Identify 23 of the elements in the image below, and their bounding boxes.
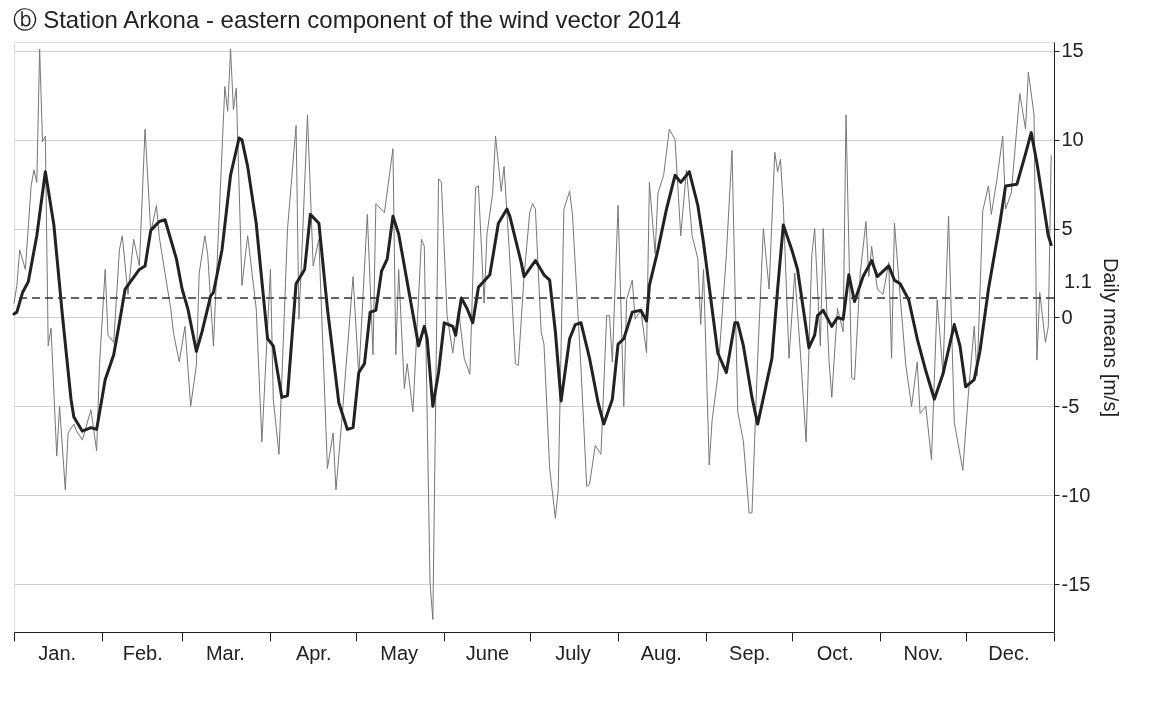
x-tick-label: Feb. xyxy=(122,641,163,664)
x-tick-label: June xyxy=(465,641,510,664)
y-tick-label: 0 xyxy=(1061,305,1073,328)
y-tick-label: 10 xyxy=(1061,128,1084,151)
x-tick-label: May xyxy=(380,641,419,664)
y-axis-title: Daily means [m/s] xyxy=(1100,258,1123,417)
y-tick-label: -15 xyxy=(1061,572,1091,595)
x-tick-label: Sep. xyxy=(729,641,771,664)
x-tick-label: Mar. xyxy=(205,641,245,664)
x-tick-label: Oct. xyxy=(816,641,854,664)
ref-line-label: 1.1 xyxy=(1064,269,1092,292)
x-tick-label: July xyxy=(555,641,591,664)
y-tick-label: -5 xyxy=(1061,394,1080,417)
y-tick-label: -10 xyxy=(1061,483,1091,506)
x-tick-label: Aug. xyxy=(640,641,682,664)
x-tick-label: Dec. xyxy=(988,641,1030,664)
y-tick-label: 15 xyxy=(1061,39,1084,62)
line-series xyxy=(13,48,1052,621)
chart-title: ⓑ Station Arkona - eastern component of the wind vector 2014 xyxy=(12,5,681,33)
x-tick-label: Apr. xyxy=(295,641,332,664)
x-tick-label: Nov. xyxy=(903,641,944,664)
x-tick-label: Jan. xyxy=(38,641,77,664)
y-tick-label: 5 xyxy=(1061,217,1073,240)
